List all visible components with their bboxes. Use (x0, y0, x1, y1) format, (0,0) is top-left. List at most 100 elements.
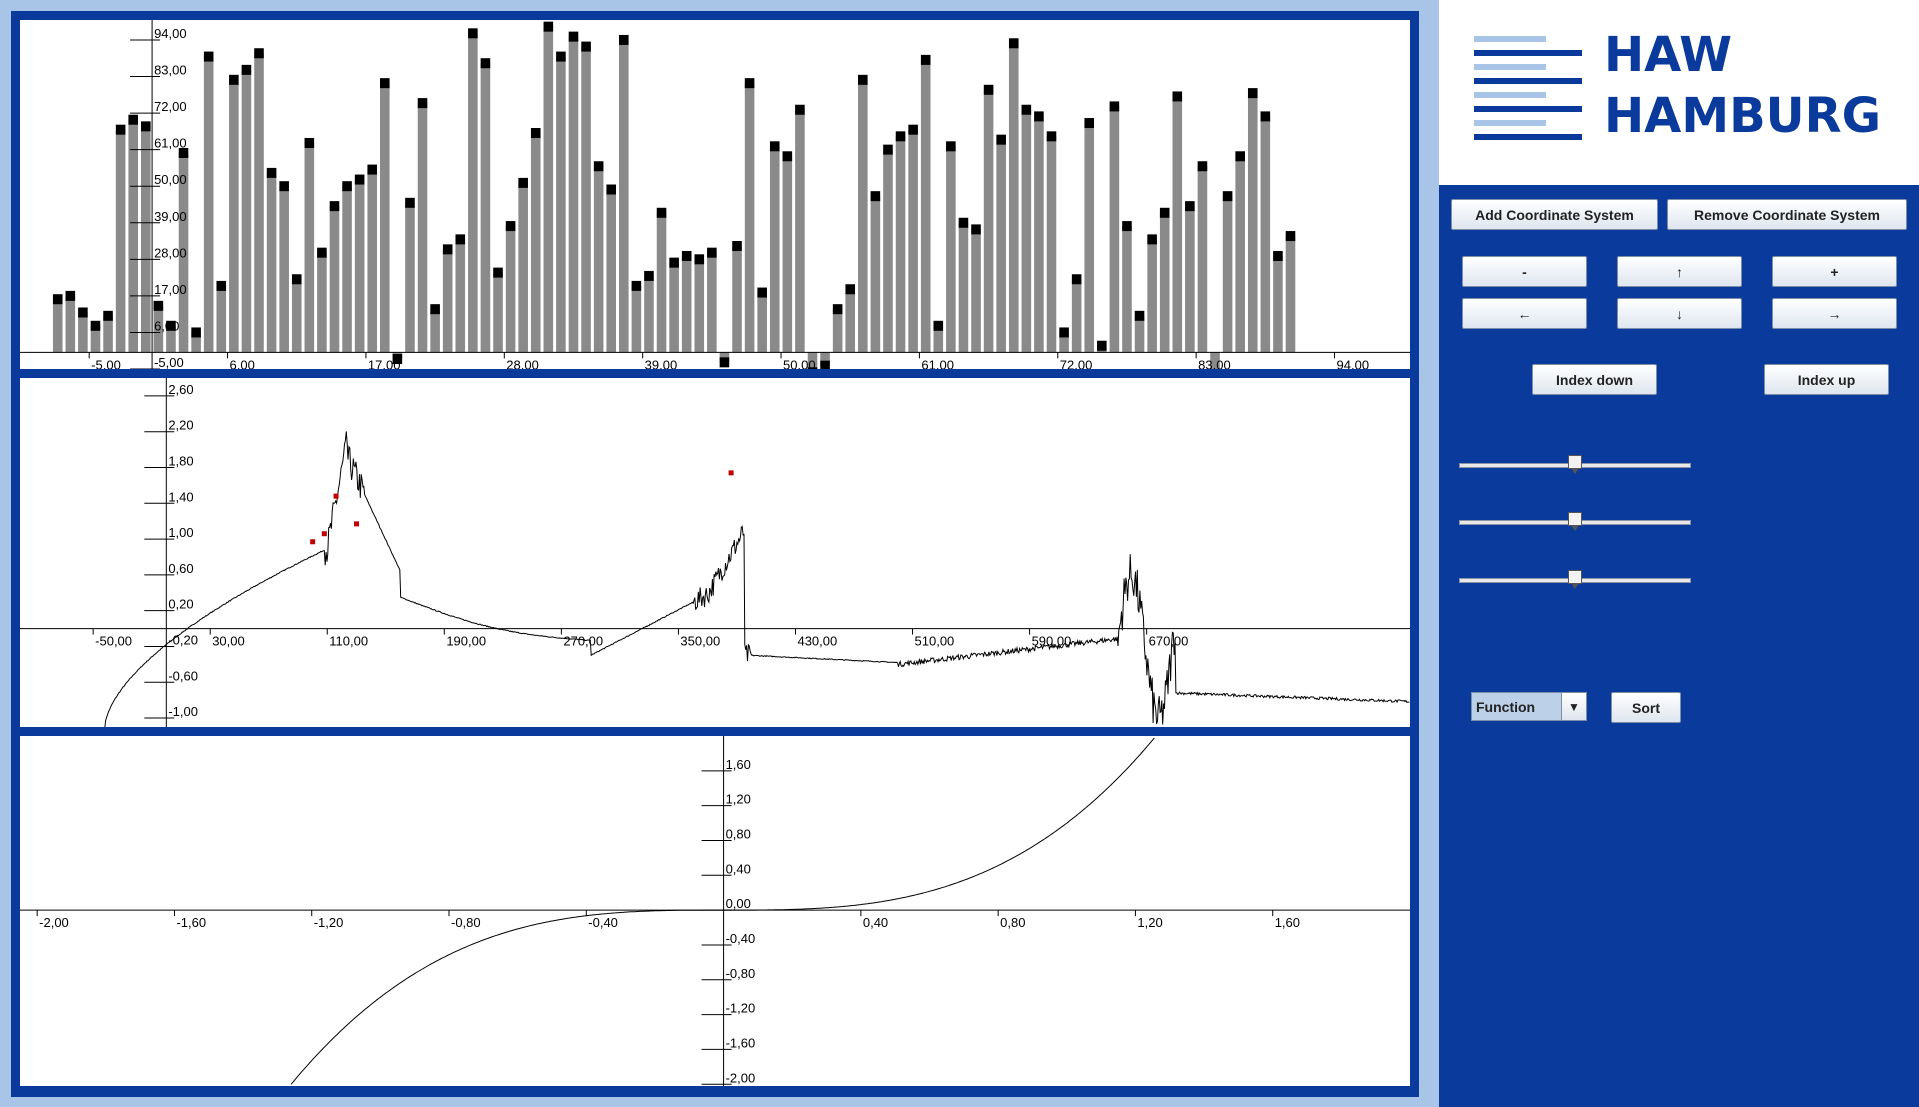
move-left-button[interactable]: ← (1462, 298, 1587, 329)
bar-chart-y-tick-label: 39,00 (154, 209, 187, 224)
bar (1134, 315, 1145, 353)
chevron-down-icon[interactable]: ▼ (1561, 693, 1586, 720)
bar-marker (556, 51, 566, 62)
bar (1034, 116, 1044, 353)
bar (669, 262, 679, 353)
bar-marker (1285, 231, 1296, 242)
slider-3[interactable] (1459, 568, 1691, 592)
bar (279, 186, 289, 353)
bar-marker (543, 21, 554, 32)
function-chart-x-tick-label: -1,60 (176, 915, 206, 930)
zoom-in-button[interactable]: + (1772, 256, 1897, 287)
slider-3-thumb[interactable] (1568, 570, 1582, 589)
bar (90, 325, 101, 353)
bar (229, 79, 239, 353)
mode-select-value: Function (1476, 698, 1536, 715)
signal-chart-x-tick-label: 590,00 (1032, 634, 1072, 649)
move-up-button[interactable]: ↑ (1617, 256, 1742, 287)
index-down-button[interactable]: Index down (1532, 364, 1657, 395)
bar-marker (1147, 234, 1157, 245)
bar-marker (946, 141, 956, 152)
sort-button[interactable]: Sort (1611, 692, 1681, 723)
index-up-button[interactable]: Index up (1764, 364, 1889, 395)
plot-area: -5,00 6,00 17,00 28,00 39,00 50,00 61,00 72,00 8… (11, 11, 1419, 1097)
bar-marker (216, 280, 227, 291)
function-chart-x-tick-label: -1,20 (314, 915, 344, 930)
slider-1[interactable] (1459, 453, 1691, 477)
bar-chart-x-tick-label: 39,00 (645, 357, 678, 369)
bar (304, 142, 315, 353)
signal-marker-point (333, 493, 339, 499)
bar (1210, 352, 1220, 369)
bar (644, 275, 654, 353)
bar-marker (1222, 191, 1233, 202)
bar-marker (530, 128, 541, 139)
function-chart-x-tick-label: 0,40 (863, 915, 888, 930)
function-chart-x-tick-label: 1,20 (1137, 915, 1162, 930)
bar-chart-x-tick-label: -5,00 (91, 357, 121, 369)
bar (78, 312, 88, 353)
bar-marker (870, 191, 881, 202)
bar-marker (480, 58, 491, 69)
bar (795, 109, 805, 353)
bar-chart-x-tick-label: 28,00 (506, 357, 539, 369)
signal-chart-x-tick-label: 270,00 (563, 634, 603, 649)
remove-coordinate-system-button[interactable]: Remove Coordinate System (1667, 199, 1907, 230)
bar (1197, 166, 1208, 353)
bar-marker (52, 294, 63, 305)
function-chart: -2,00 -1,60 -1,20 -0,80 -0,40 0,40 0,80 1,20 1,6… (20, 736, 1410, 1086)
bar (1235, 156, 1245, 353)
signal-chart-x-tick-label: 510,00 (915, 634, 955, 649)
bar-marker (191, 327, 201, 338)
bar-marker (1021, 104, 1032, 115)
bar (983, 89, 994, 353)
bar-marker (90, 320, 101, 331)
bar (291, 279, 302, 353)
function-chart-y-tick-label: 0,80 (726, 826, 751, 841)
bar (920, 59, 931, 353)
signal-chart-x-tick-label: 350,00 (680, 634, 720, 649)
bar (417, 103, 428, 353)
bar (166, 325, 176, 353)
slider-1-thumb[interactable] (1568, 455, 1582, 474)
bar-chart-y-tick-label: 72,00 (154, 99, 187, 114)
bar-chart-x-tick-label: 50,00 (783, 357, 816, 369)
bar-marker (707, 247, 717, 258)
mode-select[interactable]: Function ▼ (1471, 692, 1587, 721)
bar-marker (933, 320, 944, 331)
signal-chart-y-tick-label: 1,00 (168, 525, 193, 540)
bar (1185, 206, 1195, 353)
bar (468, 33, 478, 353)
zoom-out-button[interactable]: - (1462, 256, 1587, 287)
bar-marker (1159, 207, 1170, 218)
bar-marker (606, 184, 617, 195)
bar (1122, 226, 1132, 353)
signal-chart-y-tick-label: -0,20 (168, 632, 198, 647)
bar (1109, 106, 1120, 353)
bar-marker (1046, 131, 1057, 142)
slider-2-thumb[interactable] (1568, 512, 1582, 531)
bar (707, 252, 717, 353)
bar (141, 126, 151, 353)
function-chart-panel: -2,00 -1,60 -1,20 -0,80 -0,40 0,40 0,80 1,20 1,6… (20, 736, 1410, 1086)
bar-marker (1109, 101, 1120, 112)
function-chart-x-tick-label: 0,80 (1000, 915, 1025, 930)
bar (581, 46, 591, 353)
bar (870, 196, 881, 353)
move-down-button[interactable]: ↓ (1617, 298, 1742, 329)
bar-marker (1097, 340, 1107, 351)
bar-chart-y-tick-label: 94,00 (154, 26, 187, 41)
bar-marker (920, 54, 931, 65)
bar (1159, 212, 1170, 353)
slider-2[interactable] (1459, 510, 1691, 534)
signal-marker-point (354, 521, 360, 527)
bar-marker (883, 144, 893, 155)
bar-chart-x-tick-label: 17,00 (368, 357, 401, 369)
bar-chart-x-tick-label: 61,00 (921, 357, 954, 369)
bar-marker (304, 137, 315, 148)
move-right-button[interactable]: → (1772, 298, 1897, 329)
add-coordinate-system-button[interactable]: Add Coordinate System (1451, 199, 1658, 230)
bar (480, 63, 491, 353)
bar-chart-y-tick-label: 17,00 (154, 282, 187, 297)
bar (958, 222, 969, 353)
